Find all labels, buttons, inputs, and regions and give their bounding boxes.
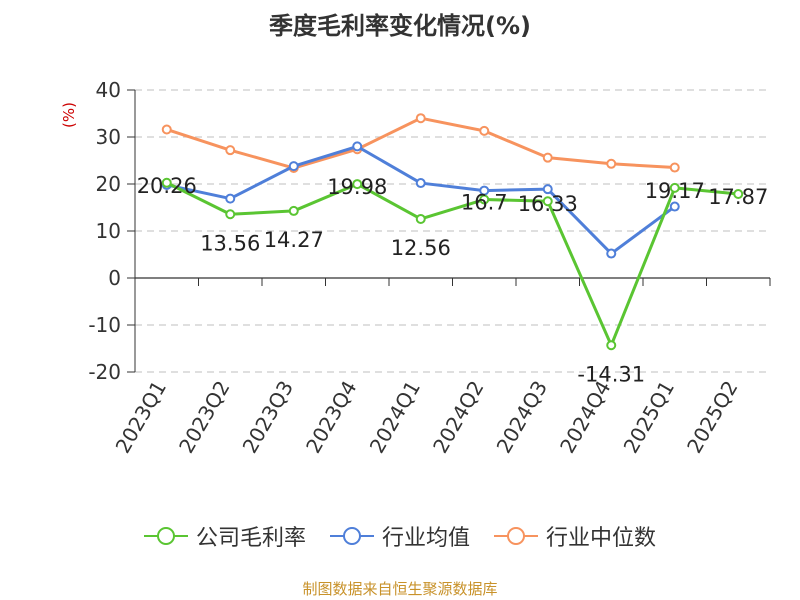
x-tick-label: 2023Q4 <box>301 377 361 458</box>
x-tick-label: 2025Q2 <box>682 377 742 458</box>
data-point <box>288 205 299 216</box>
legend-label-industry-mean: 行业均值 <box>381 526 470 551</box>
data-point <box>161 124 172 135</box>
data-point <box>606 158 617 169</box>
x-tick-label: 2024Q3 <box>492 377 552 458</box>
data-point <box>542 196 553 207</box>
data-point <box>606 248 617 259</box>
data-label: 16.7 <box>461 191 508 215</box>
source-note: 制图数据来自恒生聚源数据库 <box>302 580 498 598</box>
data-point <box>352 141 363 152</box>
data-label: -14.31 <box>577 362 645 386</box>
legend-swatch-industry-median <box>494 527 538 545</box>
data-point <box>606 340 617 351</box>
y-tick-label: 10 <box>96 219 121 243</box>
legend-label-company: 公司毛利率 <box>195 526 306 551</box>
data-label: 14.27 <box>264 228 324 252</box>
x-tick-label: 2023Q2 <box>174 377 234 458</box>
data-label: 13.56 <box>200 231 260 255</box>
x-tick-label: 2024Q4 <box>555 377 615 458</box>
y-tick-label: 0 <box>108 266 121 290</box>
data-point <box>479 125 490 136</box>
data-point <box>479 194 490 205</box>
legend-item-company[interactable]: 公司毛利率 <box>143 520 306 552</box>
data-point <box>669 201 680 212</box>
x-tick-label: 2024Q1 <box>365 377 425 458</box>
legend-label-industry-median: 行业中位数 <box>546 526 657 551</box>
y-tick-label: -20 <box>88 360 121 384</box>
x-tick-label: 2023Q3 <box>238 377 298 458</box>
data-point <box>542 184 553 195</box>
series-line <box>166 181 739 347</box>
data-point <box>415 113 426 124</box>
chart-title: 季度毛利率变化情况(%) <box>269 12 531 40</box>
data-label: 20.26 <box>137 174 197 198</box>
data-label: 19.98 <box>327 175 387 199</box>
data-point <box>415 178 426 189</box>
y-tick-label: -10 <box>88 313 121 337</box>
legend: 公司毛利率 行业均值 行业中位数 <box>0 520 800 552</box>
data-point <box>415 213 426 224</box>
legend-item-industry-mean[interactable]: 行业均值 <box>329 520 470 552</box>
data-point <box>225 193 236 204</box>
x-tick-label: 2023Q1 <box>111 377 171 458</box>
y-tick-label: 40 <box>96 78 121 102</box>
legend-item-industry-median[interactable]: 行业中位数 <box>494 520 656 552</box>
x-tick-label: 2025Q1 <box>619 377 679 458</box>
legend-swatch-industry-mean <box>329 527 374 545</box>
series-line <box>166 116 675 170</box>
data-point <box>288 161 299 172</box>
data-point <box>733 189 744 200</box>
data-point <box>669 162 680 173</box>
data-point <box>225 209 236 220</box>
data-label: 17.87 <box>708 185 768 209</box>
data-label: 19.17 <box>645 179 705 203</box>
y-tick-label: 30 <box>96 125 121 149</box>
data-label: 12.56 <box>391 236 451 260</box>
x-tick-label: 2024Q2 <box>428 377 488 458</box>
data-point <box>352 179 363 190</box>
data-point <box>669 182 680 193</box>
data-point <box>542 152 553 163</box>
data-point <box>225 145 236 156</box>
legend-swatch-company <box>143 527 188 545</box>
data-label: 16.33 <box>518 192 578 216</box>
y-tick-label: 20 <box>96 172 121 196</box>
data-point <box>161 177 172 188</box>
